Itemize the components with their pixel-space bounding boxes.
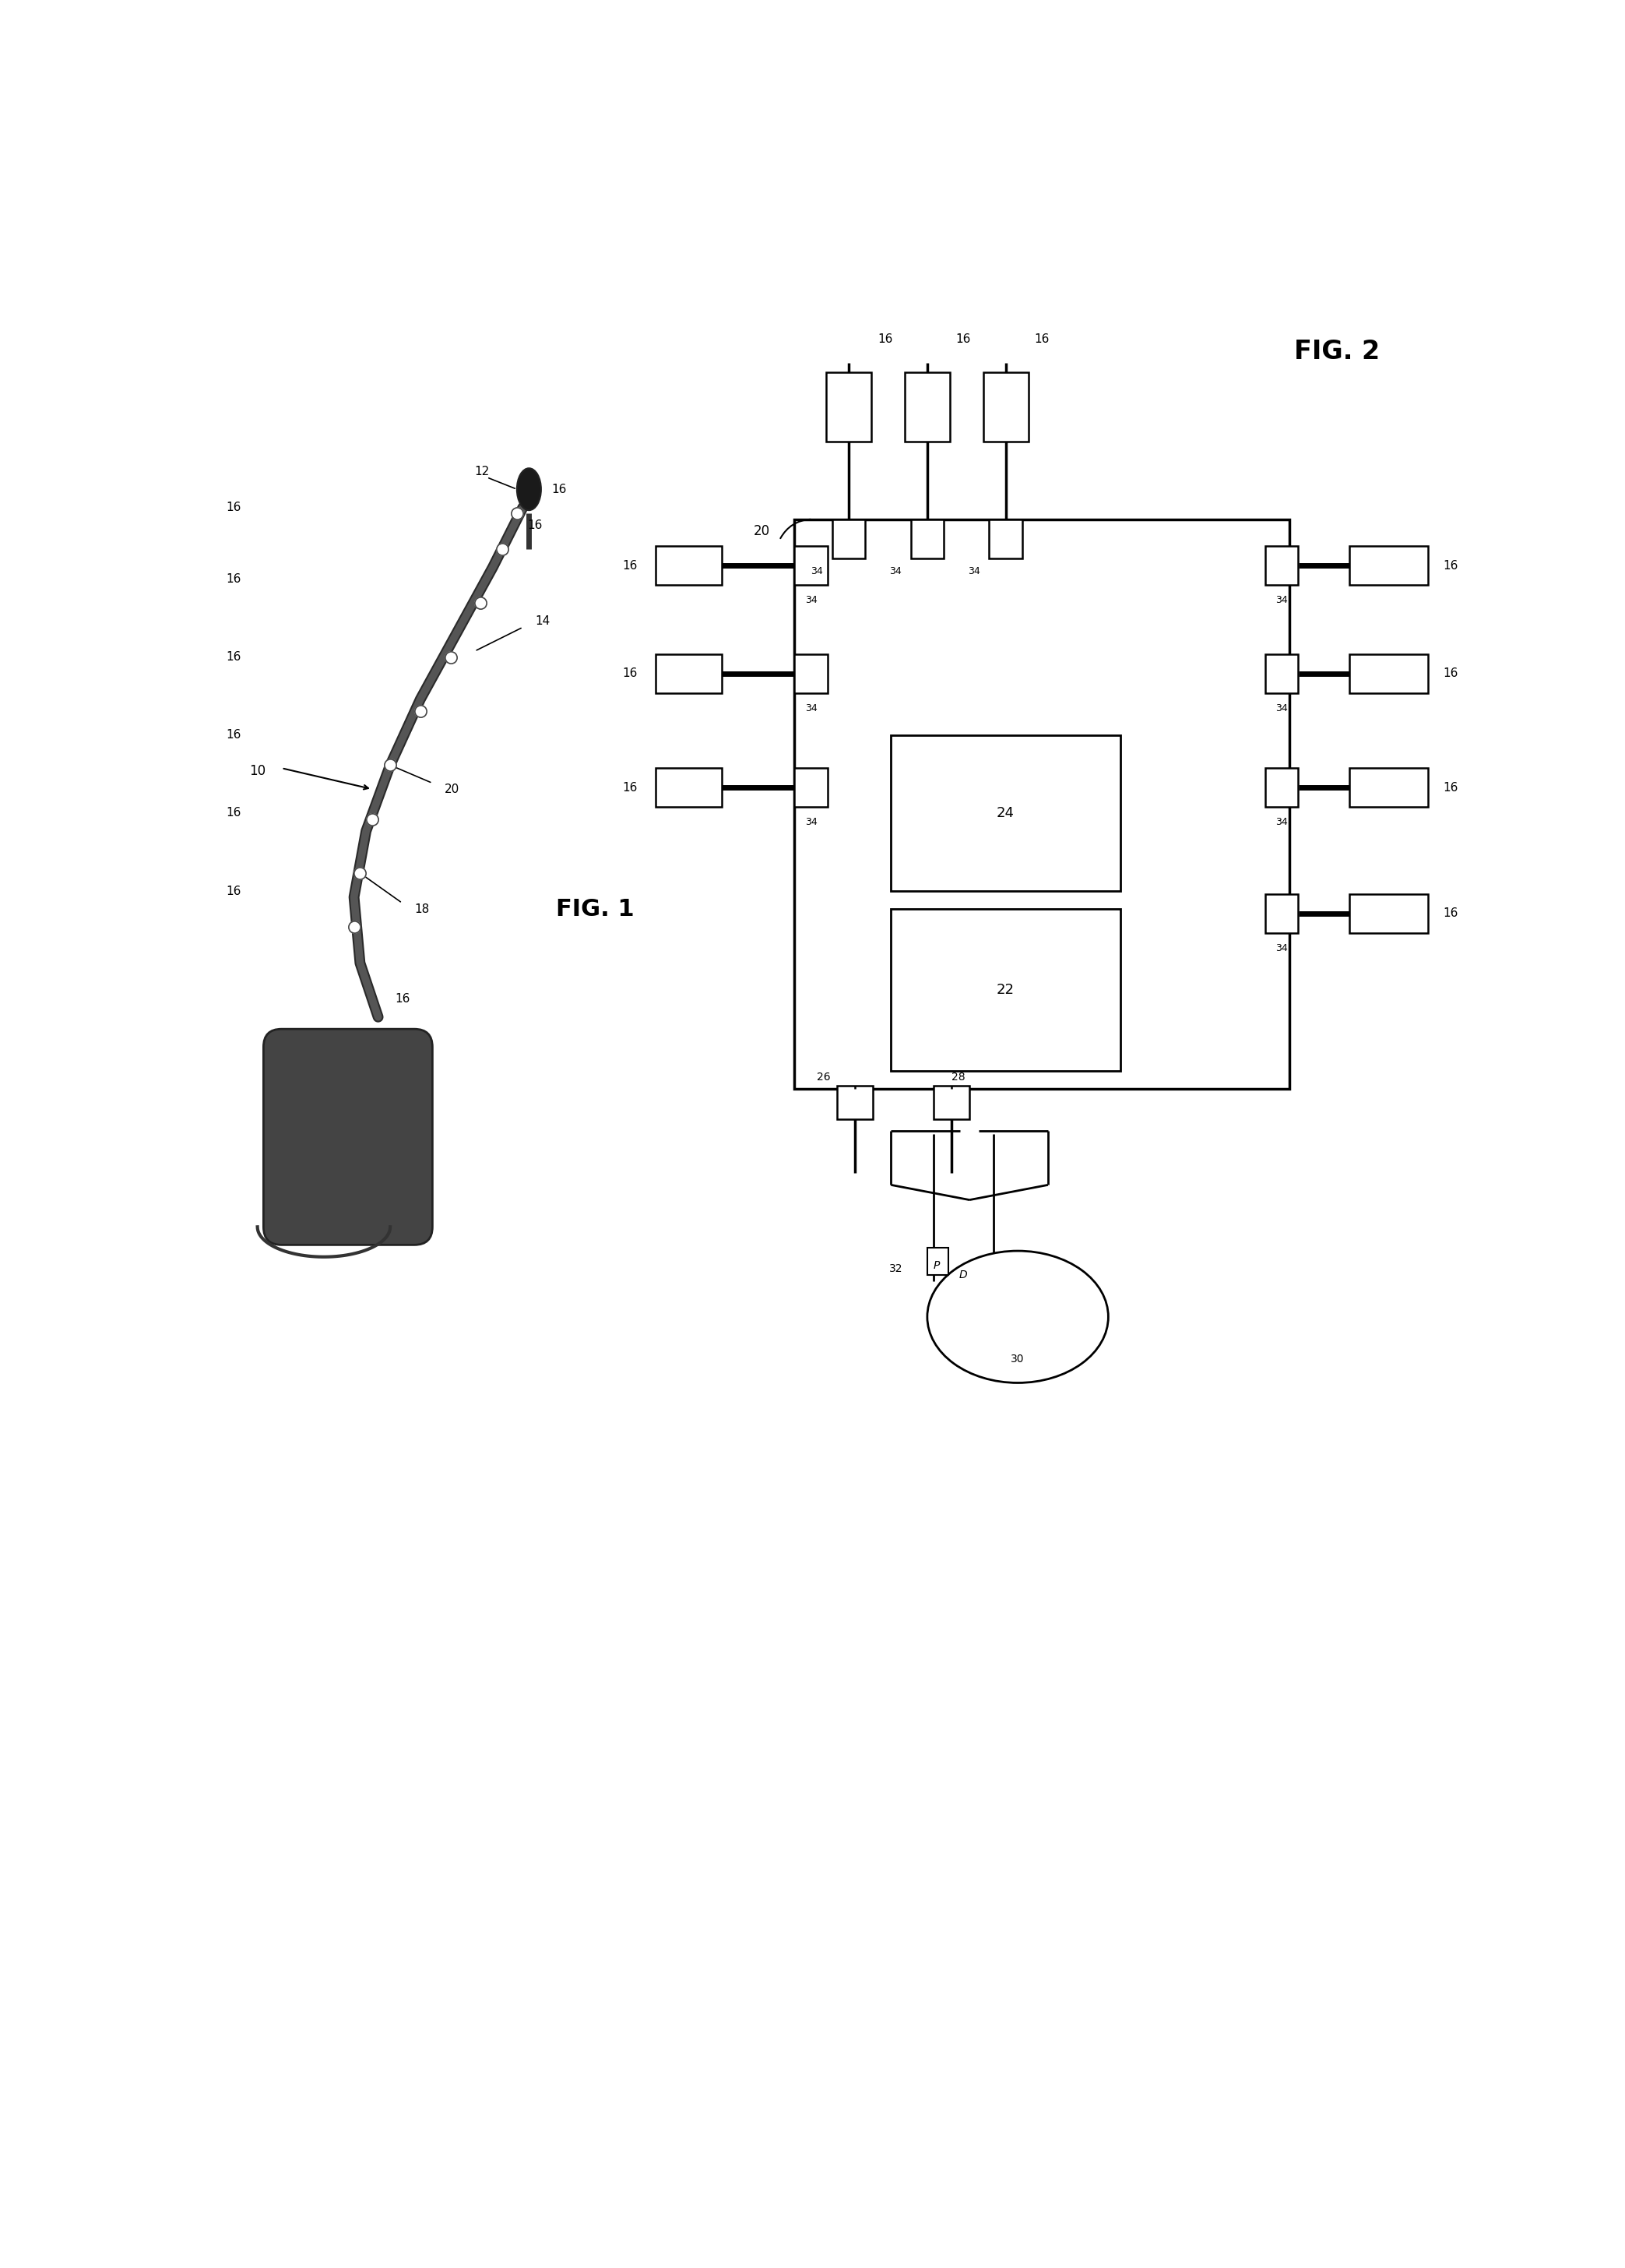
Text: 34: 34 xyxy=(1276,816,1289,828)
Bar xyxy=(910,519,944,558)
Bar xyxy=(832,519,866,558)
Text: 28: 28 xyxy=(951,1070,965,1082)
Bar xyxy=(795,769,827,807)
Bar xyxy=(795,547,827,585)
Bar xyxy=(1350,653,1428,694)
Text: P: P xyxy=(933,1261,939,1272)
Bar xyxy=(795,519,1289,1089)
Text: 34: 34 xyxy=(968,567,980,576)
Text: 16: 16 xyxy=(1443,560,1458,572)
Bar xyxy=(825,372,871,442)
Bar xyxy=(891,735,1120,891)
Text: 20: 20 xyxy=(445,782,460,796)
Bar xyxy=(837,1086,873,1118)
Text: 34: 34 xyxy=(1276,703,1289,712)
Bar xyxy=(1350,547,1428,585)
Text: 16: 16 xyxy=(956,333,972,345)
Text: 34: 34 xyxy=(811,567,824,576)
Bar xyxy=(656,653,722,694)
FancyBboxPatch shape xyxy=(263,1030,432,1245)
Text: 16: 16 xyxy=(1443,667,1458,680)
Bar xyxy=(656,769,722,807)
Text: 16: 16 xyxy=(551,483,567,494)
Bar xyxy=(905,372,951,442)
Text: 34: 34 xyxy=(804,703,817,712)
Text: 22: 22 xyxy=(996,982,1014,998)
Bar xyxy=(928,1247,949,1275)
Bar xyxy=(1266,547,1298,585)
Text: 16: 16 xyxy=(528,519,543,531)
Ellipse shape xyxy=(517,467,541,510)
Bar xyxy=(990,519,1022,558)
Bar xyxy=(1350,894,1428,932)
Text: 16: 16 xyxy=(622,560,637,572)
Ellipse shape xyxy=(928,1252,1108,1383)
Text: 20: 20 xyxy=(754,524,770,538)
Bar xyxy=(983,372,1029,442)
Text: 18: 18 xyxy=(414,903,429,914)
Text: FIG. 2: FIG. 2 xyxy=(1294,338,1380,365)
Bar xyxy=(795,653,827,694)
Bar xyxy=(1266,653,1298,694)
Text: 16: 16 xyxy=(1443,907,1458,919)
Text: 16: 16 xyxy=(395,993,410,1005)
Text: 12: 12 xyxy=(474,465,489,476)
Text: 16: 16 xyxy=(622,782,637,794)
Text: 34: 34 xyxy=(804,594,817,606)
Bar xyxy=(933,1086,970,1118)
Text: 14: 14 xyxy=(535,615,549,626)
Text: 16: 16 xyxy=(1443,782,1458,794)
Text: 16: 16 xyxy=(1035,333,1050,345)
Text: 16: 16 xyxy=(226,574,240,585)
Bar xyxy=(656,547,722,585)
Text: 30: 30 xyxy=(1011,1354,1025,1365)
Bar xyxy=(891,909,1120,1070)
Text: 26: 26 xyxy=(817,1070,830,1082)
Text: FIG. 1: FIG. 1 xyxy=(556,898,634,921)
Bar xyxy=(1266,894,1298,932)
Text: 34: 34 xyxy=(1276,943,1289,953)
Text: 16: 16 xyxy=(622,667,637,680)
Text: 34: 34 xyxy=(889,567,902,576)
Text: 16: 16 xyxy=(878,333,892,345)
Text: 16: 16 xyxy=(226,730,240,742)
Bar xyxy=(1350,769,1428,807)
Text: 16: 16 xyxy=(226,651,240,662)
Bar xyxy=(1266,769,1298,807)
Text: 16: 16 xyxy=(226,885,240,896)
Text: 16: 16 xyxy=(226,501,240,513)
Text: 34: 34 xyxy=(804,816,817,828)
Text: 24: 24 xyxy=(996,805,1014,821)
Text: 16: 16 xyxy=(226,807,240,819)
Text: D: D xyxy=(959,1270,967,1281)
Text: 10: 10 xyxy=(249,764,265,778)
Text: 32: 32 xyxy=(889,1263,904,1275)
Text: 34: 34 xyxy=(1276,594,1289,606)
